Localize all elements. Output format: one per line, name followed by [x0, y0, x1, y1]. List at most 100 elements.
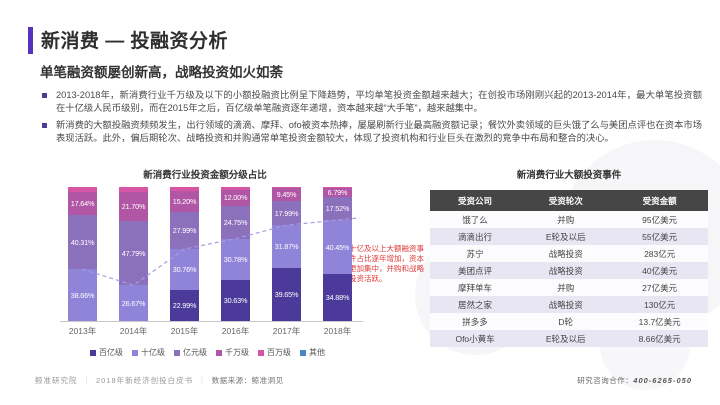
footer-contact-label: 研究咨询合作： — [577, 376, 634, 385]
table-row: Ofo小黄车 E轮及以后 8.66亿美元 — [430, 330, 708, 347]
stacked-bar-2016年: 12.00% 24.75% 30.78% 30.63% — [221, 187, 250, 321]
segment-value-label: 30.76% — [172, 265, 197, 275]
legend-swatch-icon — [216, 349, 222, 356]
segment-value-label: 22.99% — [172, 301, 197, 311]
footer: 鲸准研究院 ｜ 2018年新经济创投白皮书 ｜ 数据来源：鲸准洞见 研究咨询合作：400… — [35, 375, 692, 386]
bar-segment-十亿级: 26.67% — [119, 285, 148, 321]
segment-value-label: 47.79% — [121, 248, 146, 258]
table-cell: 居然之家 — [458, 299, 493, 310]
legend-swatch-icon — [258, 349, 264, 356]
segment-value-label: 17.64% — [70, 198, 95, 208]
bullet-text: 2013-2018年，新消费行业千万级及以下的小额投融资比例呈下降趋势，平均单笔… — [56, 90, 702, 113]
bar-segment-千万级: 21.70% — [119, 192, 148, 222]
bar-segment-亿元级: 27.99% — [170, 211, 199, 249]
legend-label: 亿元级 — [183, 348, 207, 357]
segment-value-label: 39.65% — [274, 289, 299, 299]
table-row: 苏宁 战略投资 283亿元 — [430, 245, 708, 262]
footer-brand: 鲸准研究院 — [35, 376, 78, 385]
legend-swatch-icon — [132, 349, 138, 356]
segment-value-label: 17.99% — [274, 208, 299, 218]
legend-item-百亿级: 百亿级 — [90, 347, 123, 358]
segment-value-label: 17.52% — [325, 203, 350, 213]
watermark-circle — [560, 140, 720, 330]
bar-segment-百亿级: 39.65% — [272, 267, 301, 321]
legend-label: 百万级 — [267, 348, 291, 357]
bar-segment-十亿级: 30.76% — [170, 249, 199, 291]
segment-value-label: 34.88% — [325, 293, 350, 303]
table-cell: 并购 — [557, 282, 575, 293]
x-axis-label: 2017年 — [272, 326, 301, 336]
table-cell: 95亿美元 — [642, 214, 678, 225]
legend-item-亿元级: 亿元级 — [174, 347, 207, 358]
chart-legend: 百亿级 十亿级 亿元级 千万级 百万级 其他 — [55, 347, 360, 358]
segment-value-label: 21.70% — [121, 202, 146, 212]
x-axis-label: 2013年 — [68, 326, 97, 336]
x-axis-label: 2016年 — [221, 326, 250, 336]
segment-value-label: 6.79% — [327, 187, 348, 197]
table-cell: E轮及以后 — [545, 333, 586, 344]
segment-value-label: 9.45% — [276, 190, 297, 200]
table-row: 滴滴出行 E轮及以后 55亿美元 — [430, 228, 708, 245]
bar-segment-千万级: 9.45% — [272, 188, 301, 202]
watermark-circle — [600, 300, 690, 390]
table-cell: 战略投资 — [548, 299, 583, 310]
stacked-bar-plot: 17.64% 40.31% 38.66% 21.70% 47.79% 26.67% 15.2… — [68, 187, 360, 321]
page-title: 新消费 — 投融资分析 — [41, 31, 229, 52]
bar-segment-百亿级: 34.88% — [323, 274, 352, 321]
segment-value-label: 40.31% — [70, 237, 95, 247]
bar-segment-百万级 — [272, 187, 301, 189]
bar-segment-亿元级: 47.79% — [119, 221, 148, 286]
x-axis-label: 2018年 — [323, 326, 352, 336]
bar-segment-十亿级: 40.45% — [323, 220, 352, 275]
table-header-cell: 受资公司 — [430, 190, 521, 211]
bullet-text: 新消费的大额投融资频频发生，出行领域的滴滴、摩拜、ofo被资本热捧，屡屡刷新行业… — [56, 120, 702, 143]
segment-value-label: 15.20% — [172, 196, 197, 206]
bar-segment-十亿级: 31.87% — [272, 225, 301, 268]
chart-section: 新消费行业投资金额分级占比 17.64% 40.31% 38.66% 21.70% 47… — [55, 167, 430, 367]
bar-segment-亿元级: 40.31% — [68, 215, 97, 270]
investment-events-table: 受资公司 受资轮次 受资金额 饿了么 并购 95亿美元 滴滴出行 E轮及以后 55亿美元 苏宁战… — [430, 190, 708, 347]
footer-phone: 400-6265-050 — [633, 376, 692, 385]
stacked-bar-2013年: 17.64% 40.31% 38.66% — [68, 187, 97, 321]
table-row: 美团点评 战略投资 40亿美元 — [430, 262, 708, 279]
bar-segment-十亿级: 38.66% — [68, 269, 97, 321]
table-cell: 美团点评 — [458, 265, 493, 276]
bullet-item: 2013-2018年，新消费行业千万级及以下的小额投融资比例呈下降趋势，平均单笔… — [40, 89, 702, 114]
bullet-list: 2013-2018年，新消费行业千万级及以下的小额投融资比例呈下降趋势，平均单笔… — [40, 89, 702, 149]
bullet-icon — [42, 93, 47, 98]
stacked-bar-2018年: 6.79% 17.52% 40.45% 34.88% — [323, 187, 352, 321]
bar-segment-千万级: 17.64% — [68, 191, 97, 216]
segment-value-label: 38.66% — [70, 290, 95, 300]
stacked-bar-2017年: 9.45% 17.99% 31.87% 39.65% — [272, 187, 301, 321]
legend-item-百万级: 百万级 — [258, 347, 291, 358]
bar-segment-千万级: 6.79% — [323, 187, 352, 197]
x-axis-label: 2015年 — [170, 326, 199, 336]
table-section: 新消费行业大额投资事件 受资公司 受资轮次 受资金额 饿了么 并购 95亿美元 滴滴出行 E… — [430, 167, 708, 347]
legend-swatch-icon — [174, 349, 180, 356]
watermark-circle — [415, 235, 535, 355]
legend-label: 其他 — [309, 348, 325, 357]
table-cell: 滴滴出行 — [458, 231, 493, 242]
table-row: 居然之家 战略投资 130亿元 — [430, 296, 708, 313]
segment-value-label: 30.78% — [223, 254, 248, 264]
footer-separator: ｜ — [82, 376, 91, 385]
table-cell: 130亿元 — [644, 299, 676, 310]
bar-segment-百万级 — [221, 187, 250, 190]
table-row: 摩拜单车 并购 27亿美元 — [430, 279, 708, 296]
table-cell: 13.7亿美元 — [638, 316, 681, 327]
table-cell: 苏宁 — [466, 248, 484, 259]
legend-item-十亿级: 十亿级 — [132, 347, 165, 358]
legend-swatch-icon — [90, 349, 96, 356]
legend-label: 十亿级 — [141, 348, 165, 357]
stacked-bar-2015年: 15.20% 27.99% 30.76% 22.99% — [170, 187, 199, 321]
x-axis-line — [60, 321, 363, 322]
legend-item-其他: 其他 — [300, 347, 325, 358]
legend-swatch-icon — [300, 349, 306, 356]
table-row: 拼多多 D轮 13.7亿美元 — [430, 313, 708, 330]
legend-label: 百亿级 — [99, 348, 123, 357]
bar-segment-亿元级: 17.99% — [272, 201, 301, 226]
bar-segment-百万级 — [170, 187, 199, 192]
bar-segment-百亿级: 30.63% — [221, 279, 250, 321]
segment-value-label: 27.99% — [172, 225, 197, 235]
bar-segment-百万级 — [68, 187, 97, 192]
